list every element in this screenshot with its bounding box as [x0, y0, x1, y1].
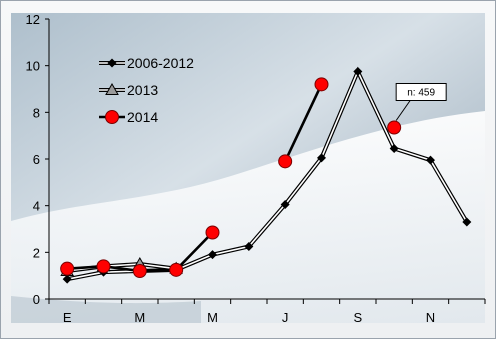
- data-point-2014: [205, 225, 220, 240]
- data-point-2006-2012: [317, 153, 326, 163]
- y-tick-label: 4: [33, 199, 40, 214]
- data-point-2014: [278, 154, 293, 169]
- callout-leader: [395, 100, 411, 121]
- x-tick-label: N: [426, 310, 435, 325]
- y-tick-label: 12: [26, 12, 40, 27]
- annotation-layer: n: 459: [395, 83, 447, 121]
- data-point-2006-2012: [208, 250, 217, 260]
- y-tick-label: 2: [33, 245, 40, 260]
- legend-marker: [105, 82, 119, 95]
- callout-label: n: 459: [407, 88, 435, 99]
- y-tick-label: 0: [33, 292, 40, 307]
- series-line: [283, 83, 323, 162]
- x-tick-label: M: [134, 310, 145, 325]
- data-point-2014: [96, 259, 111, 274]
- data-point-2014: [314, 77, 329, 92]
- x-tick-label: E: [63, 310, 72, 325]
- data-point-2006-2012: [426, 155, 435, 165]
- series-2014: [60, 77, 402, 278]
- data-point-2006-2012: [280, 200, 290, 209]
- data-point-2014: [387, 120, 402, 135]
- data-point-2014: [169, 262, 184, 277]
- legend-item-2014: 2014: [99, 109, 158, 125]
- y-tick-label: 10: [26, 59, 40, 74]
- legend-label: 2013: [127, 82, 158, 98]
- data-point-2006-2012: [244, 242, 254, 251]
- callout-box: [395, 83, 447, 101]
- x-tick-label: S: [353, 310, 362, 325]
- axes: 0 2 4 6 8 10 12 E M M J S N: [26, 12, 486, 325]
- data-point-2006-2012: [462, 217, 472, 227]
- legend-marker: [107, 58, 117, 68]
- legend-label: 2014: [127, 109, 158, 125]
- legend-label: 2006-2012: [127, 55, 194, 71]
- y-tick-label: 6: [33, 152, 40, 167]
- data-point-2014: [60, 261, 75, 276]
- x-tick-label: M: [207, 310, 218, 325]
- legend-item-2013: 2013: [99, 82, 158, 98]
- x-tick-label: J: [282, 310, 289, 325]
- y-tick-label: 8: [33, 105, 40, 120]
- data-point-2006-2012: [353, 67, 363, 76]
- data-point-2006-2012: [389, 144, 399, 153]
- legend-marker: [105, 110, 119, 124]
- legend-item-2006-2012: 2006-2012: [99, 55, 194, 71]
- data-point-2014: [132, 264, 147, 278]
- legend: 2006-2012 2013 2014: [99, 55, 194, 125]
